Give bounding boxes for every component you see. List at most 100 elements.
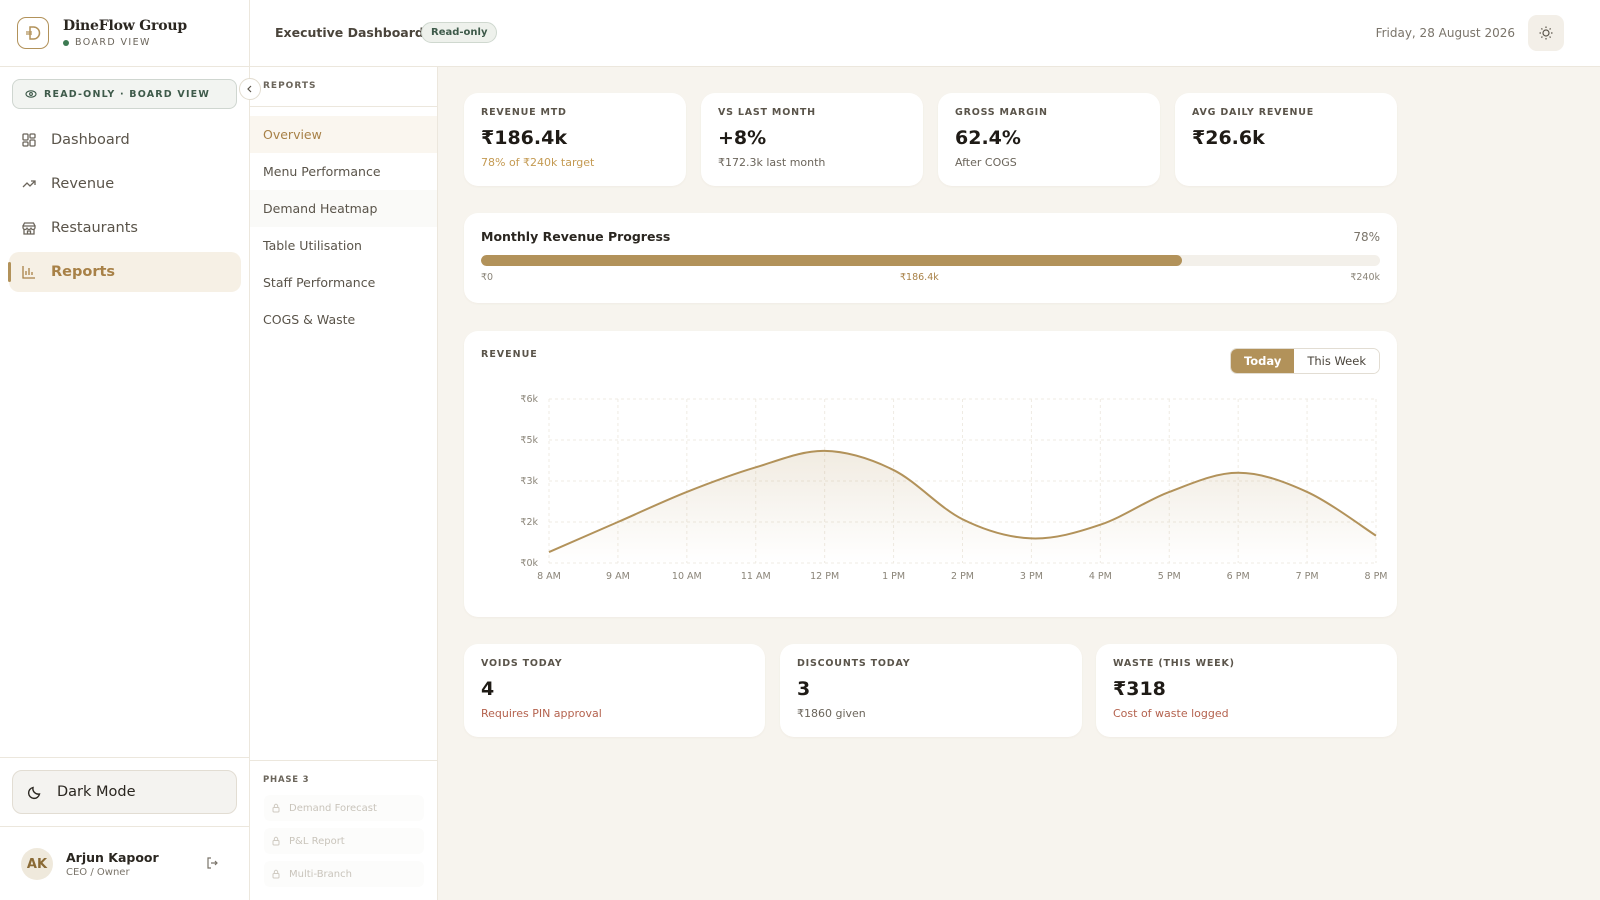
reports-subnav: REPORTS Overview Menu Performance Demand… <box>250 67 438 900</box>
kpi-sub: 78% of ₹240k target <box>481 156 595 169</box>
sidebar-divider <box>0 757 250 758</box>
status-dot-icon <box>63 39 69 46</box>
kpi-sub: Requires PIN approval <box>481 707 602 720</box>
kpi-value: 4 <box>481 678 495 700</box>
toggle-today[interactable]: Today <box>1230 349 1295 373</box>
kpi-label: AVG DAILY REVENUE <box>1192 107 1315 118</box>
sidebar-item-dashboard[interactable]: Dashboard <box>9 120 241 160</box>
kpi-label: WASTE (THIS WEEK) <box>1113 658 1235 669</box>
progress-title: Monthly Revenue Progress <box>481 229 671 244</box>
x-tick-label: 10 AM <box>672 571 702 582</box>
eye-icon <box>25 90 37 98</box>
lock-icon <box>272 803 280 813</box>
avatar: AK <box>21 848 53 880</box>
y-tick-label: ₹0k <box>520 558 538 569</box>
subnav-heading: REPORTS <box>250 67 437 107</box>
subnav-item-table-utilisation[interactable]: Table Utilisation <box>263 238 362 253</box>
toggle-this-week[interactable]: This Week <box>1294 349 1379 373</box>
locked-item-pl-report: P&L Report <box>264 828 424 854</box>
sidebar-item-label: Revenue <box>51 176 115 192</box>
x-tick-label: 4 PM <box>1089 571 1112 582</box>
x-tick-label: 3 PM <box>1020 571 1043 582</box>
sidebar-divider <box>0 826 250 827</box>
subnav-divider <box>250 760 438 761</box>
dark-mode-label: Dark Mode <box>57 784 136 800</box>
x-tick-label: 6 PM <box>1227 571 1250 582</box>
x-tick-label: 11 AM <box>741 571 771 582</box>
x-tick-label: 8 AM <box>537 571 561 582</box>
kpi-label: VOIDS TODAY <box>481 658 563 669</box>
kpi-card-gross-margin: GROSS MARGIN 62.4% After COGS <box>938 93 1160 186</box>
discounts-today-card: DISCOUNTS TODAY 3 ₹1860 given <box>780 644 1082 737</box>
subnav-item-demand-heatmap[interactable]: Demand Heatmap <box>250 190 437 227</box>
kpi-value: +8% <box>718 127 767 149</box>
kpi-card-avg-daily-revenue: AVG DAILY REVENUE ₹26.6k <box>1175 93 1397 186</box>
user-name: Arjun Kapoor <box>66 850 159 865</box>
sidebar-item-reports[interactable]: Reports <box>8 252 241 292</box>
subnav-item-staff-performance[interactable]: Staff Performance <box>263 275 376 290</box>
sidebar-item-label: Restaurants <box>51 220 138 236</box>
brand-subtitle-text: BOARD VIEW <box>75 37 151 48</box>
voids-today-card: VOIDS TODAY 4 Requires PIN approval <box>464 644 765 737</box>
kpi-sub: After COGS <box>955 156 1017 169</box>
kpi-value: ₹318 <box>1113 678 1166 700</box>
kpi-sub: Cost of waste logged <box>1113 707 1229 720</box>
subnav-item-menu-performance[interactable]: Menu Performance <box>263 164 381 179</box>
sidebar-item-revenue[interactable]: Revenue <box>9 164 241 204</box>
x-tick-label: 8 PM <box>1365 571 1388 582</box>
chevron-left-icon <box>247 85 252 93</box>
sidebar: DineFlow Group BOARD VIEW READ-ONLY · BO… <box>0 0 250 900</box>
collapse-sidebar-button[interactable] <box>239 78 261 100</box>
readonly-pill-label: READ-ONLY · BOARD VIEW <box>44 88 211 100</box>
user-profile: AK Arjun Kapoor CEO / Owner <box>21 848 159 880</box>
x-tick-label: 1 PM <box>882 571 905 582</box>
kpi-label: GROSS MARGIN <box>955 107 1048 118</box>
revenue-chart: ₹0k ₹2k ₹3k ₹5k ₹6k 8 AM 9 AM 10 AM 11 AM 12 PM 1 … <box>520 394 1388 582</box>
page-title: Executive Dashboard <box>275 25 424 40</box>
subnav-item-overview[interactable]: Overview <box>250 116 437 153</box>
revenue-chart-card: ₹0k ₹2k ₹3k ₹5k ₹6k 8 AM 9 AM 10 AM 11 AM 12 PM 1 … <box>464 331 1397 617</box>
grid-icon <box>22 133 36 147</box>
subnav-item-cogs-waste[interactable]: COGS & Waste <box>263 312 356 327</box>
kpi-card-vs-last-month: VS LAST MONTH +8% ₹172.3k last month <box>701 93 923 186</box>
locked-item-multi-branch: Multi-Branch <box>264 861 424 887</box>
brand-subtitle: BOARD VIEW <box>63 37 187 48</box>
trend-icon <box>22 180 36 188</box>
x-tick-label: 12 PM <box>810 571 839 582</box>
logout-icon[interactable] <box>205 855 219 874</box>
sidebar-item-label: Reports <box>51 264 116 280</box>
lock-icon <box>272 869 280 879</box>
readonly-pill: READ-ONLY · BOARD VIEW <box>12 79 237 109</box>
y-tick-label: ₹5k <box>520 435 538 446</box>
kpi-value: 3 <box>797 678 811 700</box>
kpi-value: ₹186.4k <box>481 127 567 149</box>
d-logo-icon <box>17 17 49 49</box>
locked-item-demand-forecast: Demand Forecast <box>264 795 424 821</box>
kpi-value: ₹26.6k <box>1192 127 1265 149</box>
kpi-value: 62.4% <box>955 127 1021 149</box>
x-tick-label: 2 PM <box>951 571 974 582</box>
sidebar-item-restaurants[interactable]: Restaurants <box>9 208 241 248</box>
kpi-card-revenue-mtd: REVENUE MTD ₹186.4k 78% of ₹240k target <box>464 93 686 186</box>
kpi-sub: ₹1860 given <box>797 707 866 720</box>
kpi-label: VS LAST MONTH <box>718 107 816 118</box>
locked-item-label: Multi-Branch <box>289 868 352 880</box>
kpi-label: REVENUE MTD <box>481 107 567 118</box>
progress-fill <box>481 255 1183 266</box>
revenue-area <box>549 450 1376 563</box>
lock-icon <box>272 836 280 846</box>
top-bar: Executive Dashboard Read-only Friday, 28… <box>250 0 1600 67</box>
theme-toggle-button[interactable] <box>1528 15 1564 51</box>
sidebar-item-label: Dashboard <box>51 132 130 148</box>
progress-percent: 78% <box>1353 230 1380 244</box>
x-tick-label: 7 PM <box>1296 571 1319 582</box>
range-toggle: Today This Week <box>1229 348 1380 374</box>
user-role: CEO / Owner <box>66 867 130 878</box>
main-nav: Dashboard Revenue Restaurants Reports <box>8 120 241 296</box>
progress-bar <box>481 255 1380 266</box>
progress-start-label: ₹0 <box>481 272 494 283</box>
y-tick-label: ₹2k <box>520 517 538 528</box>
sun-icon <box>1539 26 1553 40</box>
x-tick-label: 5 PM <box>1158 571 1181 582</box>
dark-mode-button[interactable]: Dark Mode <box>12 770 237 814</box>
